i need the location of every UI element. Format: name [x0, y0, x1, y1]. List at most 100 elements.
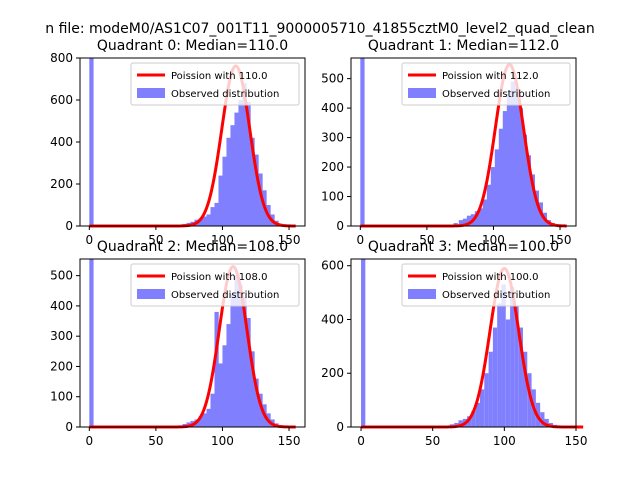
legend: Poission with 100.0 Observed distribution — [401, 263, 571, 307]
subplot-quadrant-3: Quadrant 3: Median=100.0 0 50 100 150 0 200 400… — [321, 239, 587, 448]
histogram-bar — [206, 214, 211, 226]
histogram-bar — [242, 296, 247, 427]
histogram-bar — [479, 389, 485, 427]
legend-label-observed: Observed distribution — [171, 89, 279, 100]
x-tick-label: 0 — [356, 233, 364, 247]
legend-label-observed: Observed distribution — [442, 290, 550, 301]
x-tick-label: 100 — [211, 233, 234, 247]
histogram-bar — [214, 202, 219, 226]
x-tick-label: 0 — [85, 434, 93, 448]
axes-frame — [79, 258, 306, 428]
histogram-bar — [226, 137, 231, 226]
histogram-bar — [466, 215, 472, 226]
histogram-bar — [475, 402, 480, 427]
histogram-bar — [518, 108, 524, 226]
histogram-bar — [505, 319, 511, 427]
legend-box — [130, 62, 300, 106]
x-tick-label: 0 — [85, 233, 93, 247]
histogram-bar — [218, 363, 223, 427]
x-tick-label: 50 — [148, 233, 163, 247]
histogram-bar — [214, 311, 219, 427]
histogram-bar — [540, 412, 545, 427]
y-tick-label: 100 — [321, 190, 344, 204]
x-tick-label: 0 — [357, 434, 365, 448]
histogram-bar — [534, 190, 539, 226]
histogram-bar — [234, 275, 239, 427]
legend-label-poisson: Poission with 108.0 — [171, 272, 267, 283]
histogram-bar — [250, 351, 255, 427]
histogram-bar — [486, 184, 492, 226]
histogram-bar — [222, 156, 227, 226]
x-tick-label: 100 — [493, 434, 516, 448]
histogram-bar — [458, 420, 463, 427]
y-tick-label: 0 — [336, 420, 344, 434]
histogram-bar — [462, 218, 468, 226]
panel-title: Quadrant 3: Median=100.0 — [368, 239, 559, 255]
y-tick-label: 0 — [65, 219, 73, 233]
histogram-bar — [198, 416, 203, 427]
subplot-quadrant-2: Quadrant 2: Median=108.0 0 50 100 150 0 100 200… — [50, 239, 306, 448]
axes-frame — [350, 258, 577, 428]
histogram-bar — [467, 416, 472, 427]
y-tick-label: 500 — [50, 269, 73, 283]
histogram-bar — [518, 327, 523, 427]
histogram-bar — [258, 393, 263, 427]
histogram-bar — [498, 128, 504, 226]
histogram-bar — [484, 373, 489, 427]
histogram-bar — [202, 216, 207, 226]
histogram-bar — [522, 134, 528, 226]
histogram-bar — [522, 351, 528, 427]
y-tick-label: 200 — [321, 366, 344, 380]
legend-bar-swatch — [408, 88, 436, 98]
histogram-bar — [544, 418, 549, 427]
legend-bar-swatch — [137, 88, 165, 98]
x-tick-label: 150 — [278, 434, 301, 448]
histogram-bar — [226, 324, 231, 427]
histogram-bar — [238, 284, 243, 427]
x-tick-label: 50 — [148, 434, 163, 448]
y-tick-label: 500 — [321, 72, 344, 86]
histogram-bar — [206, 408, 211, 427]
histogram-bar — [198, 218, 203, 226]
y-tick-label: 800 — [50, 51, 73, 65]
histogram-bar — [527, 373, 532, 427]
histogram-bar — [250, 137, 255, 226]
histogram-bar — [89, 58, 94, 226]
histogram-bar — [222, 345, 227, 427]
histogram-bar — [230, 293, 235, 427]
histogram-bar — [510, 81, 516, 226]
legend: Poission with 108.0 Observed distribution — [130, 263, 300, 307]
histogram-bar — [361, 259, 366, 427]
histogram-bar — [238, 100, 243, 226]
legend: Poission with 112.0 Observed distribution — [401, 62, 571, 106]
legend: Poission with 110.0 Observed distribution — [130, 62, 300, 106]
legend-label-observed: Observed distribution — [171, 290, 279, 301]
panel-title: Quadrant 2: Median=108.0 — [97, 239, 288, 255]
panel-title: Quadrant 0: Median=110.0 — [97, 38, 288, 54]
legend-box — [130, 263, 300, 307]
axes-frame — [350, 57, 577, 227]
x-tick-label: 100 — [211, 434, 234, 448]
y-tick-label: 0 — [336, 219, 344, 233]
histogram-bar — [488, 351, 493, 427]
histogram-bar — [510, 287, 515, 427]
subplot-quadrant-1: Quadrant 1: Median=112.0 0 50 100 150 0 100 200… — [321, 38, 577, 247]
histogram-bar — [89, 259, 94, 427]
x-tick-label: 100 — [482, 233, 505, 247]
histogram-bar — [502, 111, 508, 226]
y-tick-label: 300 — [50, 329, 73, 343]
histogram-bar — [514, 87, 520, 226]
histogram-bar — [506, 93, 512, 226]
legend-box — [401, 62, 571, 106]
observed-histogram — [89, 58, 283, 226]
histogram-bar — [478, 208, 484, 226]
legend-label-poisson: Poission with 100.0 — [442, 272, 538, 283]
x-tick-label: 50 — [419, 233, 434, 247]
subplot-grid: Quadrant 0: Median=110.0 0 50 100 150 0 200 400… — [50, 38, 587, 448]
histogram-bar — [474, 211, 480, 226]
histogram-bar — [494, 149, 500, 226]
histogram-bar — [490, 167, 496, 226]
legend-bar-swatch — [137, 289, 165, 299]
x-tick-label: 50 — [425, 434, 440, 448]
legend-bar-swatch — [408, 289, 436, 299]
